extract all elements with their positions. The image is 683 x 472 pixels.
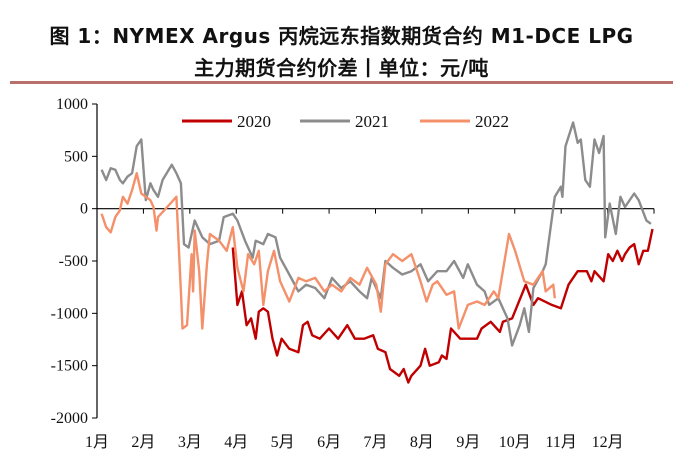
legend-label-2020: 2020 (237, 112, 271, 131)
x-tick-label: 4月 (224, 434, 248, 451)
x-tick-label: 8月 (410, 434, 434, 451)
legend-label-2022: 2022 (475, 112, 509, 131)
legend-label-2021: 2021 (355, 112, 389, 131)
chart-title-line2: 主力期货合约价差丨单位：元/吨 (194, 56, 489, 80)
x-tick-label: 10月 (499, 434, 531, 451)
title-divider (10, 81, 673, 84)
x-tick-label: 5月 (271, 434, 295, 451)
x-tick-label: 12月 (592, 434, 624, 451)
y-tick-label: -500 (59, 253, 88, 270)
x-tick-label: 7月 (363, 434, 387, 451)
y-tick-label: 1000 (56, 96, 88, 113)
series-line-2022 (100, 172, 556, 330)
x-tick-label: 2月 (131, 434, 155, 451)
y-tick-label: -1500 (51, 358, 88, 375)
series-line-2020 (231, 228, 654, 384)
chart-title-line1: 图 1：NYMEX Argus 丙烷远东指数期货合约 M1-DCE LPG (49, 24, 634, 48)
y-tick-label: 500 (64, 148, 88, 165)
y-tick-label: -1000 (51, 305, 88, 322)
y-tick-label: 0 (80, 201, 88, 218)
x-tick-label: 3月 (178, 434, 202, 451)
series-line-2021 (100, 121, 652, 347)
y-tick-label: -2000 (51, 410, 88, 427)
x-tick-label: 1月 (85, 434, 109, 451)
x-tick-label: 9月 (456, 434, 480, 451)
x-tick-label: 6月 (317, 434, 341, 451)
x-tick-label: 11月 (545, 434, 576, 451)
